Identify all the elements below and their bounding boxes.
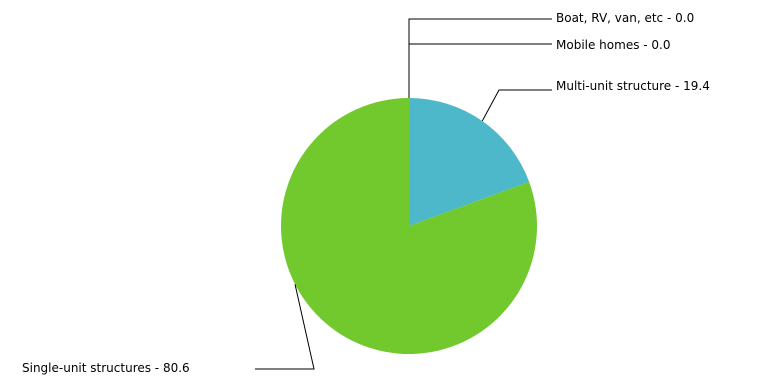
leader-single-unit-structures — [255, 284, 315, 370]
label-multi-unit-structure: Multi-unit structure - 19.4 — [556, 79, 710, 93]
label-single-unit-structures: Single-unit structures - 80.6 — [22, 361, 190, 375]
label-boat-rv-van: Boat, RV, van, etc - 0.0 — [556, 11, 694, 25]
pie-slice-multi-unit-structure — [409, 98, 530, 226]
pie-slice-single-unit-structures — [281, 98, 538, 355]
pie-slices — [281, 98, 538, 355]
leader-boat-rv-van — [408, 18, 552, 44]
label-mobile-homes: Mobile homes - 0.0 — [556, 38, 671, 52]
leader-multi-unit-structure — [481, 89, 552, 122]
leader-lines — [255, 18, 552, 370]
